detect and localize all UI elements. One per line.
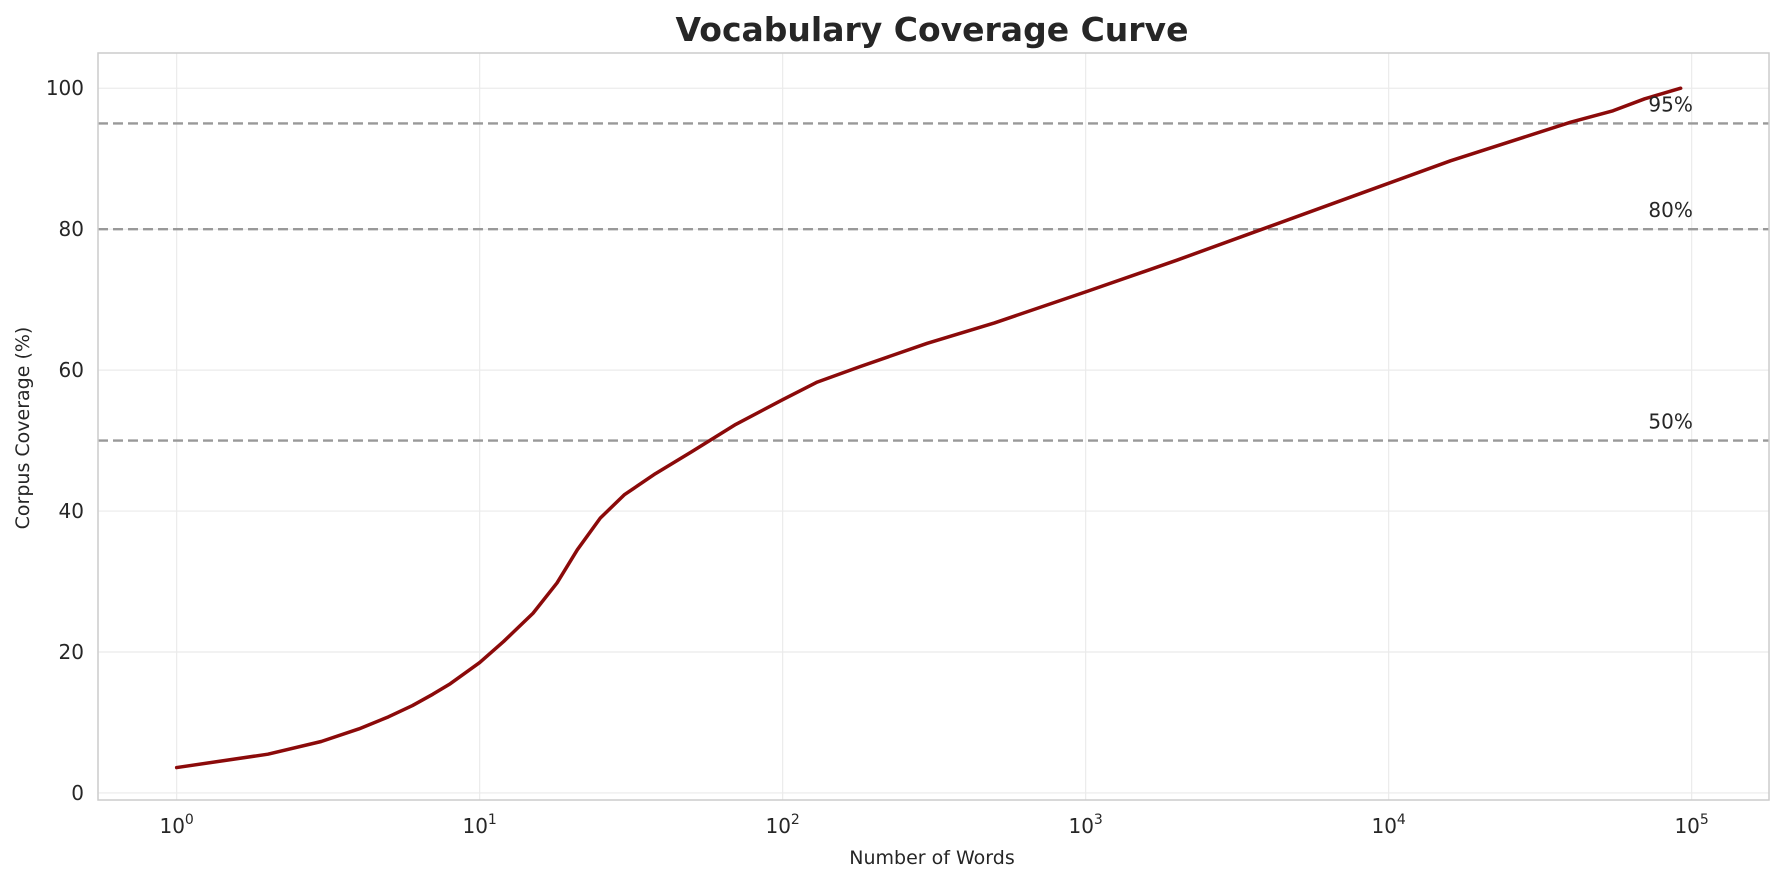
x-tick-label: 100: [159, 812, 193, 838]
reference-lines: [98, 122, 1769, 442]
x-tick-label: 105: [1674, 812, 1708, 838]
reference-labels: 95% 80% 50%: [1648, 92, 1692, 433]
chart-title: Vocabulary Coverage Curve: [676, 10, 1189, 49]
x-tick-label: 103: [1068, 812, 1102, 838]
y-axis-label: Corpus Coverage (%): [12, 327, 34, 530]
y-tick-label: 80: [59, 217, 84, 241]
x-tick-label: 104: [1371, 812, 1405, 838]
reference-label: 95%: [1648, 92, 1692, 116]
y-tick-label: 60: [59, 358, 84, 382]
plot-frame: [97, 52, 1770, 801]
x-axis-label: Number of Words: [849, 847, 1014, 869]
reference-label: 50%: [1648, 410, 1692, 434]
y-axis-ticks: 0 20 40 60 80 100: [46, 76, 84, 805]
coverage-line: [174, 86, 1683, 770]
y-tick-label: 0: [71, 781, 84, 805]
x-tick-label: 101: [462, 812, 496, 838]
y-tick-label: 100: [46, 76, 84, 100]
coverage-series: [174, 86, 1683, 770]
reference-label: 80%: [1648, 198, 1692, 222]
y-tick-label: 20: [59, 640, 84, 664]
x-tick-label: 102: [765, 812, 799, 838]
y-tick-label: 40: [59, 499, 84, 523]
grid: [98, 53, 1769, 800]
x-axis-ticks: 100 101 102 103 104 105: [159, 812, 1708, 838]
